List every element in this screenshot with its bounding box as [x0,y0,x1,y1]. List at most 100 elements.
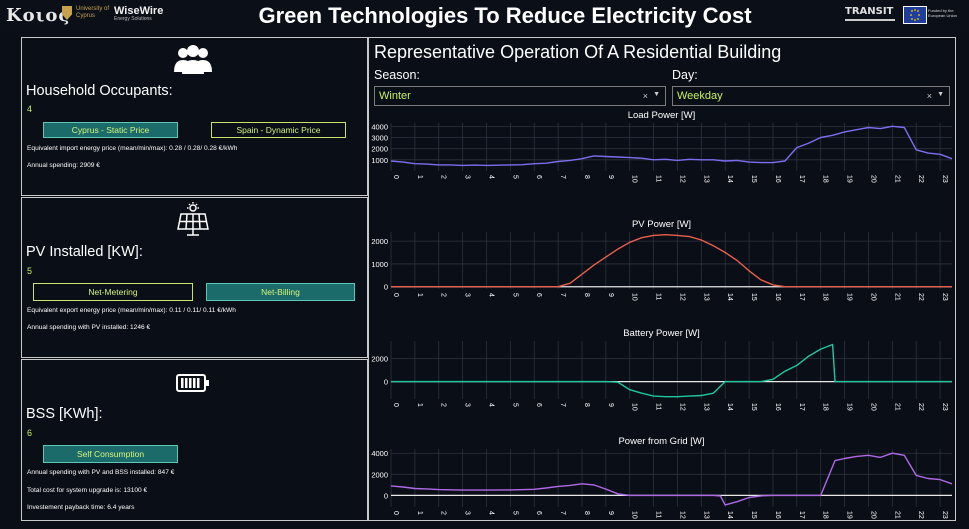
grid-xtick-label: 5 [511,511,518,515]
pv-ytick-label: 1000 [371,260,388,269]
wisewire-logo-name: WiseWire [114,5,164,17]
solar-panel-icon [175,202,211,243]
battery-xtick-label: 23 [941,403,948,411]
grid-xtick-label: 0 [392,511,399,515]
battery-xtick-label: 1 [416,403,423,407]
day-dropdown[interactable]: Weekday × ▼ [672,86,950,106]
pv-panel: PV Installed [KW]: 5 Net-Metering Net-Bi… [21,197,368,358]
grid-xtick-label: 2 [440,511,447,515]
spain-dynamic-price-button[interactable]: Spain - Dynamic Price [211,122,346,138]
load-xtick-label: 15 [750,175,757,183]
load-xtick-label: 4 [487,175,494,179]
battery-xtick-label: 2 [440,403,447,407]
occupants-value: 4 [27,104,33,114]
occupants-panel: Household Occupants: 4 Cyprus - Static P… [21,37,368,196]
pv-ytick-label: 2000 [371,237,388,246]
pv-xtick-label: 17 [798,293,805,301]
load-xtick-label: 12 [678,175,685,183]
wisewire-logo: WiseWire Energy Solutions [114,5,163,22]
grid-chart: Power from Grid [W]0 1 2 3 4 5 6 7 8 9 10 11 12 13 14 1… [371,436,953,519]
load-xtick-label: 16 [774,175,781,183]
pv-series-line [391,233,952,288]
header-bar: Κοιος University of Cyprus WiseWire Ener… [0,0,969,32]
battery-xtick-label: 5 [511,403,518,407]
ucy-logo-text: University of Cyprus [76,6,110,19]
season-dropdown[interactable]: Winter × ▼ [374,86,666,106]
battery-xtick-label: 19 [846,403,853,411]
grid-xtick-label: 9 [607,511,614,515]
battery-xtick-label: 14 [726,403,733,411]
import-price-text: Equivalent import energy price (mean/min… [27,145,238,152]
battery-xtick-label: 17 [798,403,805,411]
grid-ytick-label: 2000 [371,470,388,479]
grid-xtick-label: 11 [655,511,662,518]
grid-xtick-label: 6 [535,511,542,515]
grid-series-line [390,452,953,506]
battery-chart: Battery Power [W]0 1 2 3 4 5 6 7 8 9 10 11 12 13 14 15 1… [371,328,952,411]
battery-xtick-label: 6 [535,403,542,407]
load-series-line [390,125,953,167]
transit-logo-text: TRANSIT [845,6,894,17]
ucy-shield-icon [62,6,72,20]
transit-logo: TRANSIT [845,6,895,21]
grid-xtick-label: 4 [487,511,494,515]
load-chart: Load Power [W]0 1 2 3 4 5 6 7 8 9 10 11 12 13 14 15 16 17… [371,110,953,183]
grid-ytick-label: 0 [384,491,388,500]
payback-time-text: Investement payback time: 6.4 years [27,504,135,511]
grid-xtick-label: 17 [798,511,805,519]
load-xtick-label: 14 [726,175,733,183]
koios-logo: Κοιος [6,5,71,26]
pv-xtick-label: 6 [535,293,542,297]
self-consumption-button[interactable]: Self Consumption [43,445,178,463]
load-xtick-label: 7 [559,175,566,179]
occupants-title: Household Occupants: [26,83,173,99]
load-xtick-label: 6 [535,175,542,179]
pv-xtick-label: 8 [583,293,590,297]
load-ytick-label: 4000 [371,122,388,131]
net-billing-button[interactable]: Net-Billing [206,283,355,301]
ucy-logo: University of Cyprus [62,4,112,26]
grid-xtick-label: 19 [846,511,853,519]
load-xtick-label: 23 [941,175,948,183]
eu-flag-icon [903,6,927,24]
cyprus-static-price-button[interactable]: Cyprus - Static Price [43,122,178,138]
load-xtick-label: 21 [893,175,900,183]
battery-series-line [391,343,952,398]
pv-xtick-label: 15 [750,293,757,301]
load-xtick-label: 11 [655,175,662,182]
pv-xtick-label: 14 [726,293,733,301]
battery-xtick-label: 21 [893,403,900,411]
net-metering-button[interactable]: Net-Metering [33,283,193,301]
grid-xtick-label: 22 [917,511,924,519]
grid-xtick-label: 20 [869,511,876,519]
load-xtick-label: 5 [511,175,518,179]
battery-xtick-label: 18 [822,403,829,411]
battery-xtick-label: 13 [702,403,709,411]
grid-xtick-label: 12 [678,511,685,519]
pv-xtick-label: 2 [440,293,447,297]
day-clear-icon[interactable]: × [926,91,932,101]
day-dropdown-value: Weekday [677,90,723,102]
battery-xtick-label: 10 [631,403,638,411]
battery-xtick-label: 4 [487,403,494,407]
load-xtick-label: 3 [464,175,471,179]
pv-xtick-label: 3 [464,293,471,297]
season-chevron-down-icon[interactable]: ▼ [653,91,660,98]
season-clear-icon[interactable]: × [642,91,648,101]
bss-panel: BSS [KWh]: 6 Self Consumption Annual spe… [21,359,368,521]
grid-xtick-label: 16 [774,511,781,519]
load-xtick-label: 13 [702,175,709,183]
day-chevron-down-icon[interactable]: ▼ [937,91,944,98]
grid-xtick-label: 14 [726,511,733,519]
battery-xtick-label: 15 [750,403,757,411]
grid-xtick-label: 8 [583,511,590,515]
users-icon [173,42,213,81]
load-xtick-label: 19 [846,175,853,183]
grid-xtick-label: 7 [559,511,566,515]
battery-xtick-label: 11 [655,403,662,410]
load-xtick-label: 0 [392,175,399,179]
page-title: Green Technologies To Reduce Electricity… [258,3,752,28]
load-chart-title: Load Power [W] [628,110,696,121]
pv-xtick-label: 13 [702,293,709,301]
battery-xtick-label: 0 [392,403,399,407]
